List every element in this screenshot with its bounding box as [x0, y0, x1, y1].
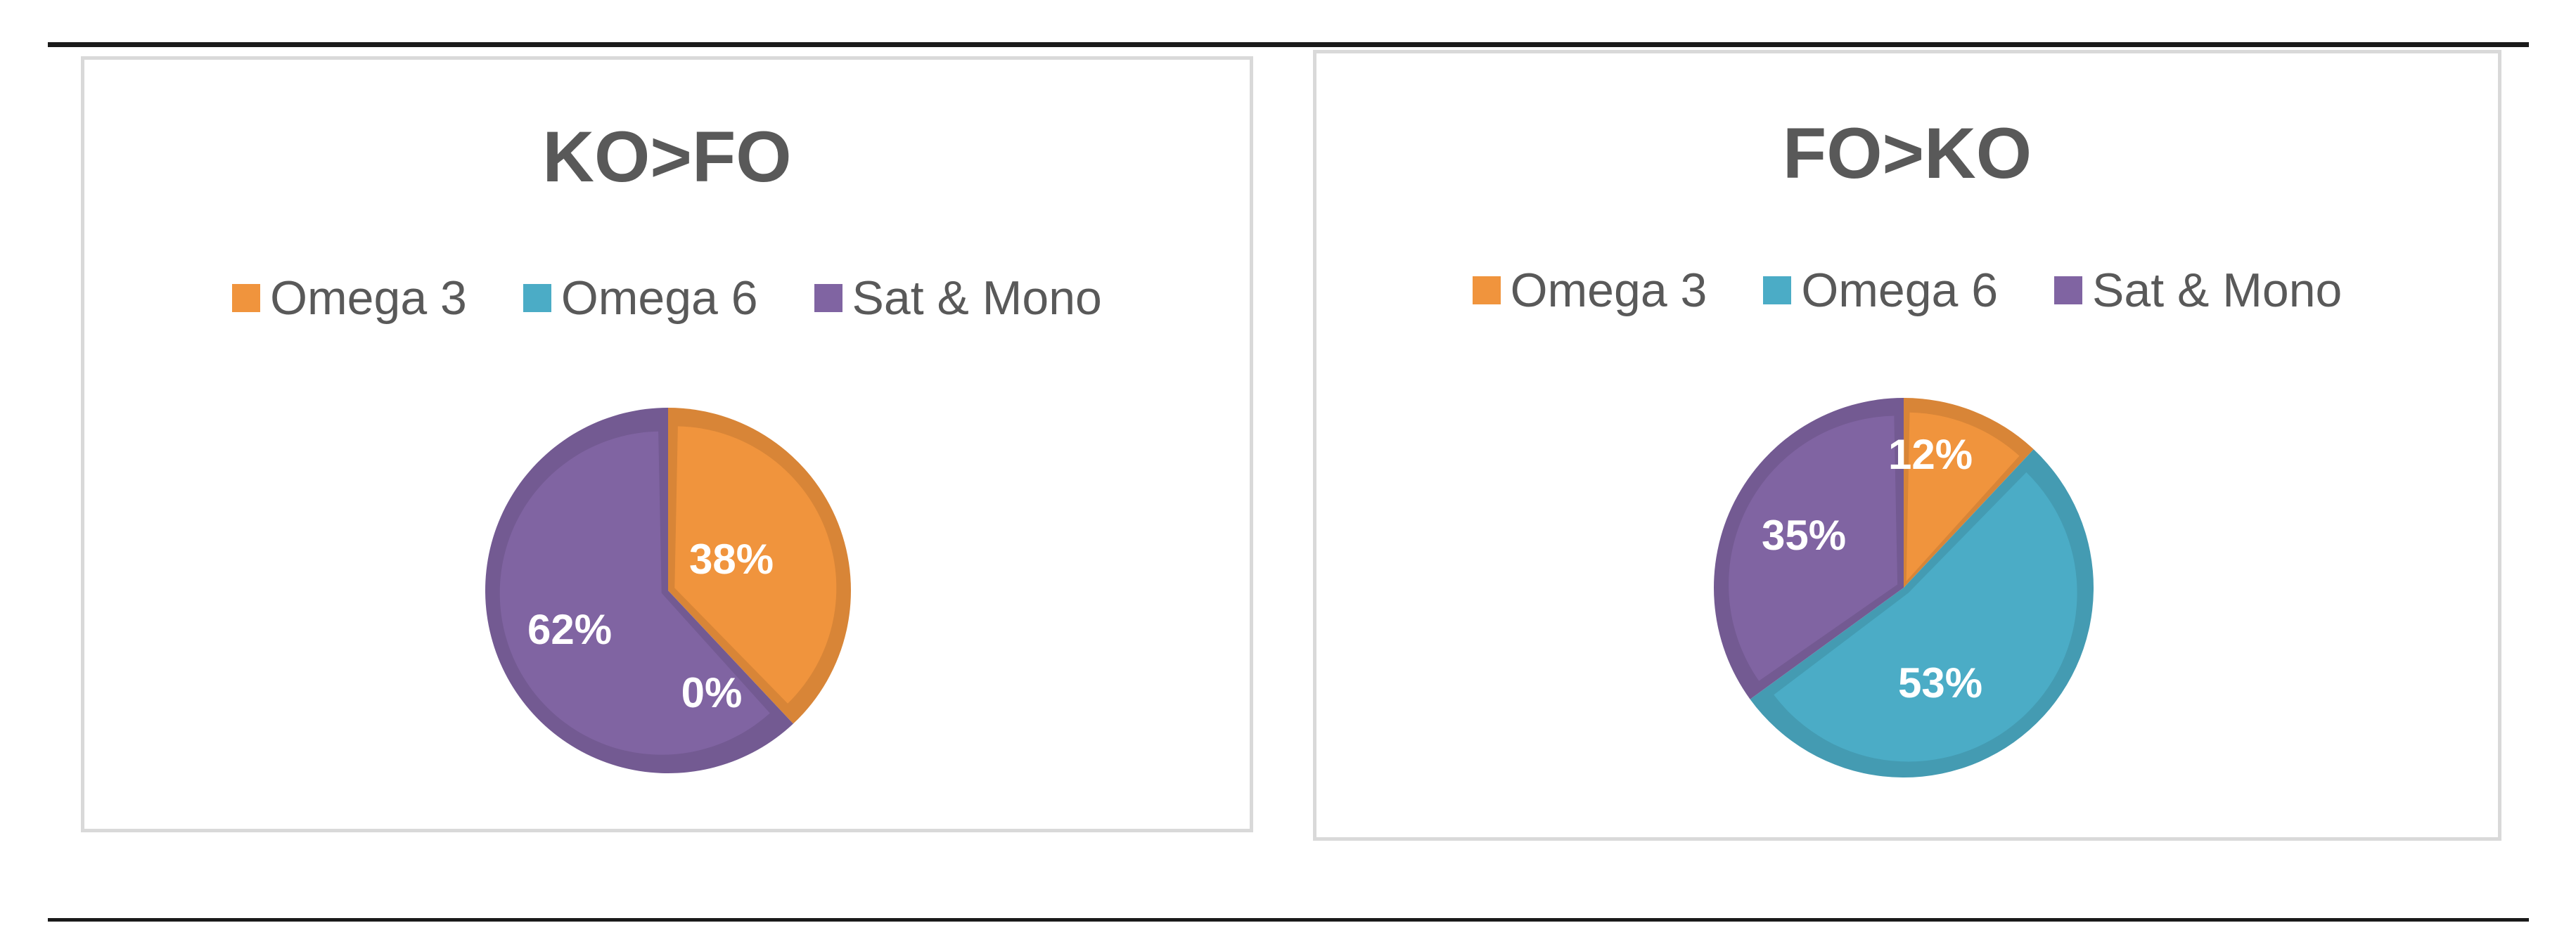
data-label-omega-3: 38% — [689, 536, 774, 583]
legend-label: Sat & Mono — [852, 271, 1102, 325]
legend-swatch-omega-3 — [232, 284, 261, 312]
chart-title: KO>FO — [542, 117, 792, 197]
legend-item-sat-mono: Sat & Mono — [814, 271, 1102, 325]
legend-item-omega-3: Omega 3 — [1472, 263, 1707, 318]
legend-label: Omega 3 — [1510, 264, 1707, 317]
data-label-omega-3: 12% — [1888, 431, 1973, 478]
legend-item-omega-3: Omega 3 — [232, 271, 467, 325]
chart-fo-ko: FO>KO Omega 3 Omega 6 Sat & Mono 12% 53% 3… — [1313, 50, 2501, 841]
pie-chart: 38% 0% 62% — [485, 408, 851, 773]
data-label-sat-mono: 35% — [1762, 512, 1846, 559]
pie-slice-inner-sat-mono — [1729, 415, 1898, 681]
data-label-omega-6: 0% — [681, 669, 743, 716]
pie-slice-inner-omega-3 — [1906, 412, 2020, 581]
legend-item-omega-6: Omega 6 — [1763, 263, 1998, 318]
pie-slice-inner-omega-6 — [1774, 472, 2077, 762]
legend-swatch-sat-mono — [2054, 276, 2083, 304]
pie-slice-inner-omega-3 — [674, 426, 837, 704]
legend-label: Omega 3 — [270, 271, 467, 325]
legend-swatch-omega-6 — [523, 284, 551, 312]
legend-item-sat-mono: Sat & Mono — [2054, 263, 2342, 318]
legend-label: Omega 6 — [560, 271, 758, 325]
legend-label: Sat & Mono — [2092, 264, 2343, 317]
legend-item-omega-6: Omega 6 — [523, 271, 758, 325]
legend-label: Omega 6 — [1801, 264, 1999, 317]
data-label-omega-6: 53% — [1898, 659, 1982, 706]
data-label-sat-mono: 62% — [527, 606, 612, 653]
top-rule — [48, 42, 2529, 47]
legend-swatch-omega-3 — [1472, 276, 1501, 304]
pie-slice-inner-sat-mono — [499, 431, 770, 755]
legend-swatch-omega-6 — [1763, 276, 1792, 304]
legend-swatch-sat-mono — [814, 284, 842, 312]
legend: Omega 3 Omega 6 Sat & Mono — [84, 271, 1250, 325]
chart-ko-fo: KO>FO Omega 3 Omega 6 Sat & Mono 38% 0% 62… — [81, 56, 1253, 832]
chart-title: FO>KO — [1782, 113, 2032, 193]
pie-chart: 12% 53% 35% — [1714, 398, 2094, 777]
bottom-rule — [48, 918, 2529, 922]
legend: Omega 3 Omega 6 Sat & Mono — [1316, 263, 2498, 318]
